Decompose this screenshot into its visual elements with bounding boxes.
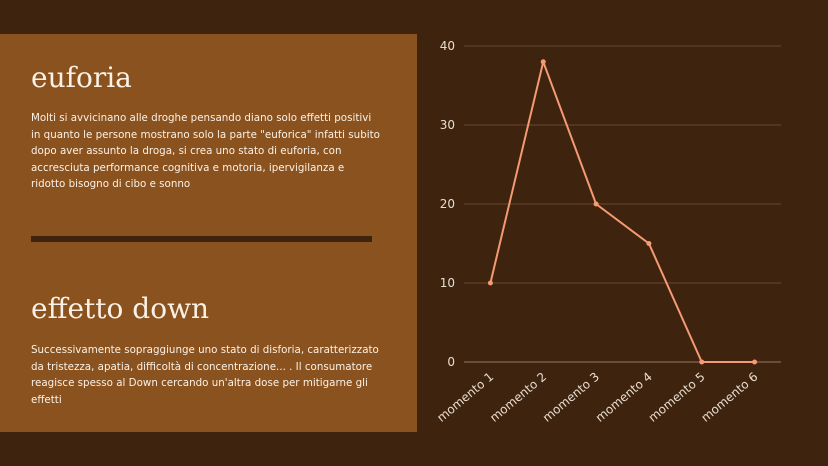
- y-axis-ticks: 0 10 20 30 40: [440, 39, 455, 369]
- y-tick-label: 10: [440, 276, 455, 290]
- y-tick-label: 20: [440, 197, 455, 211]
- data-point: [699, 359, 705, 365]
- y-tick-label: 0: [447, 355, 455, 369]
- text-panel: [0, 34, 417, 432]
- x-tick-label: momento 1: [434, 370, 496, 425]
- data-point: [540, 59, 546, 65]
- x-tick-label: momento 2: [487, 370, 549, 425]
- section-divider: [31, 236, 372, 242]
- x-tick-label: momento 4: [593, 370, 655, 425]
- series-line: [489, 60, 755, 363]
- y-tick-label: 30: [440, 118, 455, 132]
- data-point: [646, 241, 652, 246]
- x-tick-label: momento 5: [646, 370, 708, 425]
- euforia-text: Molti si avvicinano alle droghe pensando…: [31, 112, 380, 190]
- effetto-down-heading: effetto down: [31, 292, 210, 325]
- x-tick-label: momento 6: [698, 370, 760, 425]
- y-tick-label: 40: [440, 39, 455, 53]
- data-point: [487, 280, 493, 286]
- data-point: [752, 359, 758, 365]
- euforia-heading: euforia: [31, 61, 132, 94]
- effetto-down-text: Successivamente sopraggiunge uno stato d…: [31, 344, 379, 406]
- series-layer: [487, 59, 758, 365]
- chart-grid: [464, 45, 781, 363]
- data-point: [593, 201, 599, 207]
- x-tick-label: momento 3: [540, 370, 602, 425]
